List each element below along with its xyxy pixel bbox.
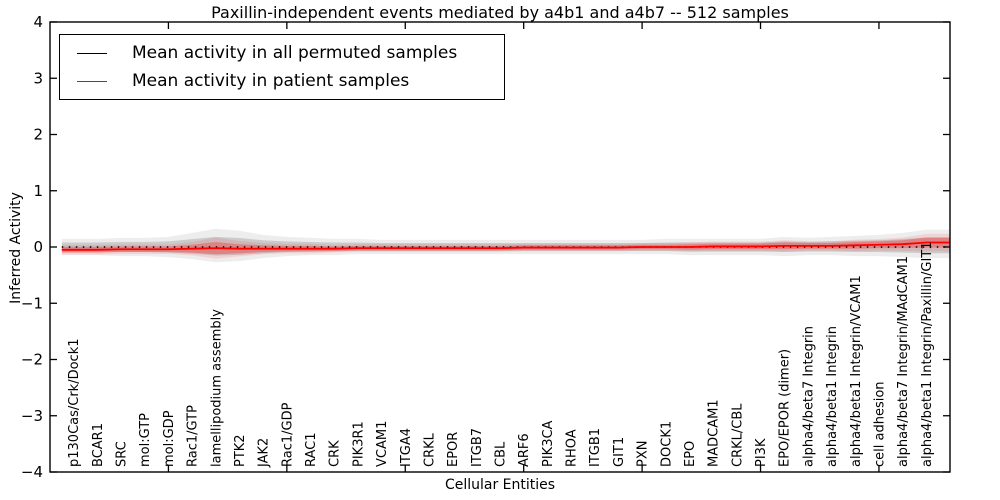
data-layer <box>61 228 950 263</box>
x-category-label: BCAR1 <box>91 423 106 467</box>
x-category-label: mol:GDP <box>162 410 177 467</box>
x-category-label: EPO/EPOR (dimer) <box>778 349 793 467</box>
y-tick-label: −2 <box>21 351 43 369</box>
x-axis-label: Cellular Entities <box>444 477 556 493</box>
x-category-label: ARF6 <box>517 433 532 467</box>
x-category-label: alpha4/beta1 Integrin/Paxillin/GIT1 <box>920 241 935 467</box>
x-category-label: GIT1 <box>612 437 627 467</box>
x-category-label: RHOA <box>565 429 580 467</box>
permuted-band-outer <box>61 228 950 263</box>
permuted-band <box>61 236 950 256</box>
x-category-label: ITGA4 <box>399 428 414 467</box>
x-category-label: SRC <box>115 441 130 467</box>
y-tick-label: −4 <box>21 463 43 481</box>
x-category-label: lamellipodium assembly <box>209 309 224 467</box>
x-category-label: p130Cas/Crk/Dock1 <box>67 338 82 467</box>
x-category-label: alpha4/beta1 Integrin/VCAM1 <box>849 275 864 467</box>
x-category-label: RAC1 <box>304 432 319 467</box>
x-category-label: mol:GTP <box>138 413 153 467</box>
x-category-label: Rac1/GTP <box>186 405 201 467</box>
x-category-label: EPO <box>683 441 698 467</box>
x-category-label: alpha4/beta7 Integrin <box>801 326 816 467</box>
x-category-label: cell adhesion <box>872 381 887 467</box>
y-tick-label: −3 <box>21 407 43 425</box>
permuted-line-sample-icon <box>77 52 107 54</box>
x-category-label: PTK2 <box>233 434 248 467</box>
patient-band <box>61 237 950 255</box>
patient-band-outer <box>61 233 950 259</box>
x-category-label: CRKL/CBL <box>730 403 745 467</box>
legend-label-patient: Mean activity in patient samples <box>132 71 410 91</box>
y-tick-label: 0 <box>33 238 43 256</box>
x-category-label: ITGB1 <box>588 428 603 467</box>
legend-entry-permuted: Mean activity in all permuted samples <box>60 39 504 67</box>
x-category-label: CBL <box>494 441 509 467</box>
x-category-label: DOCK1 <box>659 421 674 467</box>
y-tick-label: 4 <box>33 13 43 31</box>
x-category-label: PI3K <box>754 438 769 467</box>
x-category-label: PIK3CA <box>541 420 556 467</box>
x-category-label: ITGB7 <box>470 428 485 467</box>
y-tick-label: 2 <box>33 126 43 144</box>
x-category-label: CRKL <box>422 432 437 467</box>
patient-mean-line <box>61 241 950 251</box>
x-category-label: PXN <box>636 441 651 467</box>
x-category-label: EPOR <box>446 432 461 467</box>
y-tick-label: −1 <box>21 294 43 312</box>
x-category-label: alpha4/beta7 Integrin/MAdCAM1 <box>896 256 911 467</box>
x-category-label: Rac1/GDP <box>280 402 295 467</box>
y-tick-label: 3 <box>33 69 43 87</box>
legend: Mean activity in all permuted samples Me… <box>59 34 505 100</box>
x-category-label: VCAM1 <box>375 421 390 467</box>
y-tick-label: 1 <box>33 182 43 200</box>
x-category-label: alpha4/beta1 Integrin <box>825 326 840 467</box>
x-category-label: MADCAM1 <box>707 399 722 467</box>
x-category-label: PIK3R1 <box>351 421 366 467</box>
legend-label-permuted: Mean activity in all permuted samples <box>132 43 458 63</box>
patient-line-sample-icon <box>77 80 107 82</box>
y-axis-label: Inferred Activity <box>8 192 24 304</box>
legend-entry-patient: Mean activity in patient samples <box>60 67 504 95</box>
x-category-label: CRK <box>328 440 343 467</box>
x-category-label: JAK2 <box>257 438 272 468</box>
chart-title: Paxillin-independent events mediated by … <box>211 3 789 22</box>
